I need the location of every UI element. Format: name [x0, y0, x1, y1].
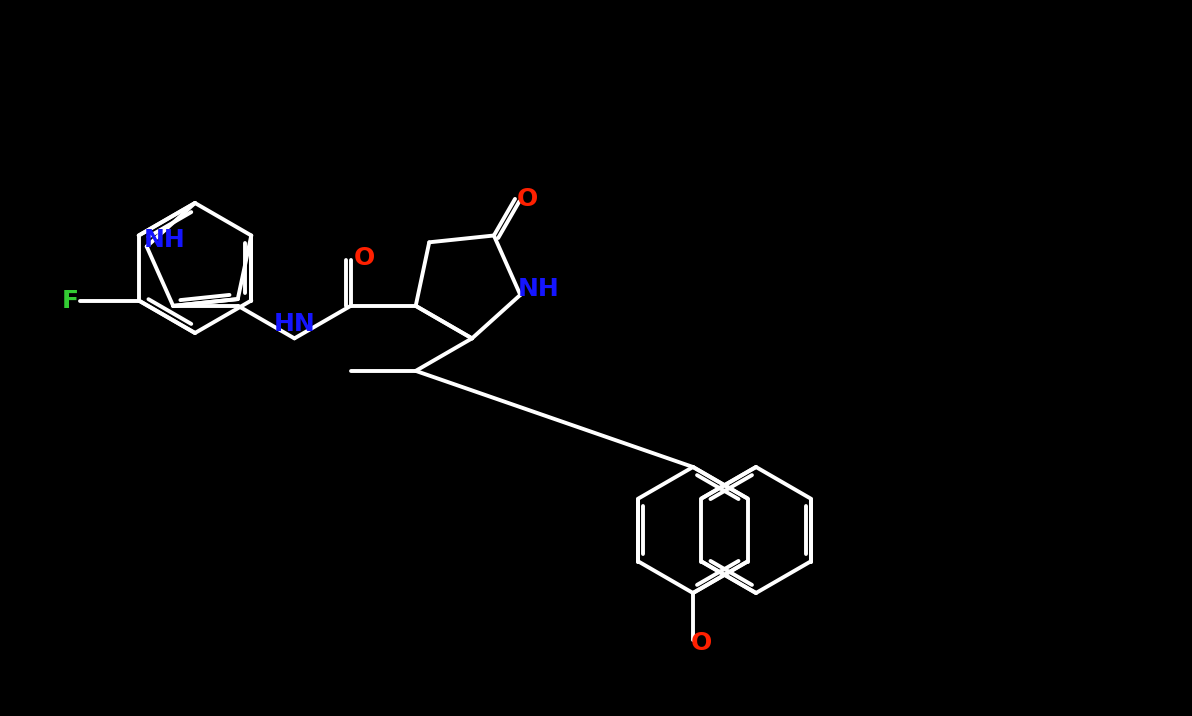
Text: O: O	[516, 187, 538, 211]
Text: O: O	[354, 246, 375, 271]
Text: NH: NH	[517, 277, 559, 301]
Text: NH: NH	[144, 228, 186, 253]
Text: O: O	[690, 632, 712, 655]
Text: HN: HN	[273, 312, 316, 337]
Text: F: F	[62, 289, 79, 312]
